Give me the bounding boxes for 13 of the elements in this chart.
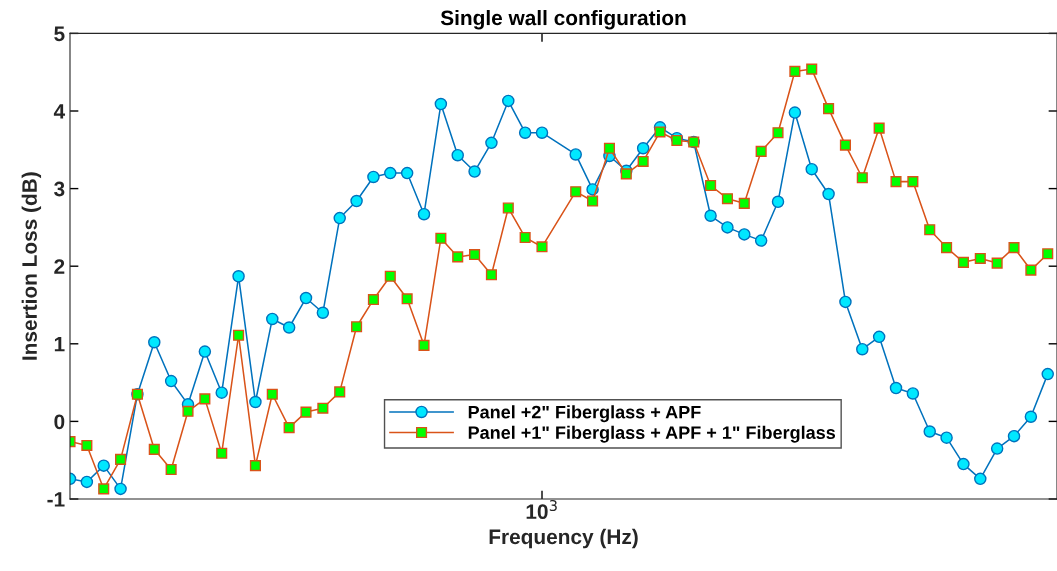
y-tick-label: 2 [54,259,65,274]
y-tick-label: -1 [47,492,65,507]
y-axis-title: Insertion Loss (dB) [21,172,42,360]
x-tick-label: 10$^{3}$ [526,500,557,519]
legend-label: Panel +1" Fiberglass + APF + 1" Fiberglass [468,425,836,443]
chart-title: Single wall configuration [440,9,686,30]
y-tick-label: 1 [54,337,65,352]
y-tick-label: 4 [53,104,66,119]
x-axis-title: Frequency (Hz) [489,528,638,549]
y-tick-label: 5 [54,26,65,42]
y-tick-label: 3 [54,181,65,197]
legend-label: Panel +2" Fiberglass + APF [468,405,701,423]
y-tick-label: 0 [54,414,65,430]
